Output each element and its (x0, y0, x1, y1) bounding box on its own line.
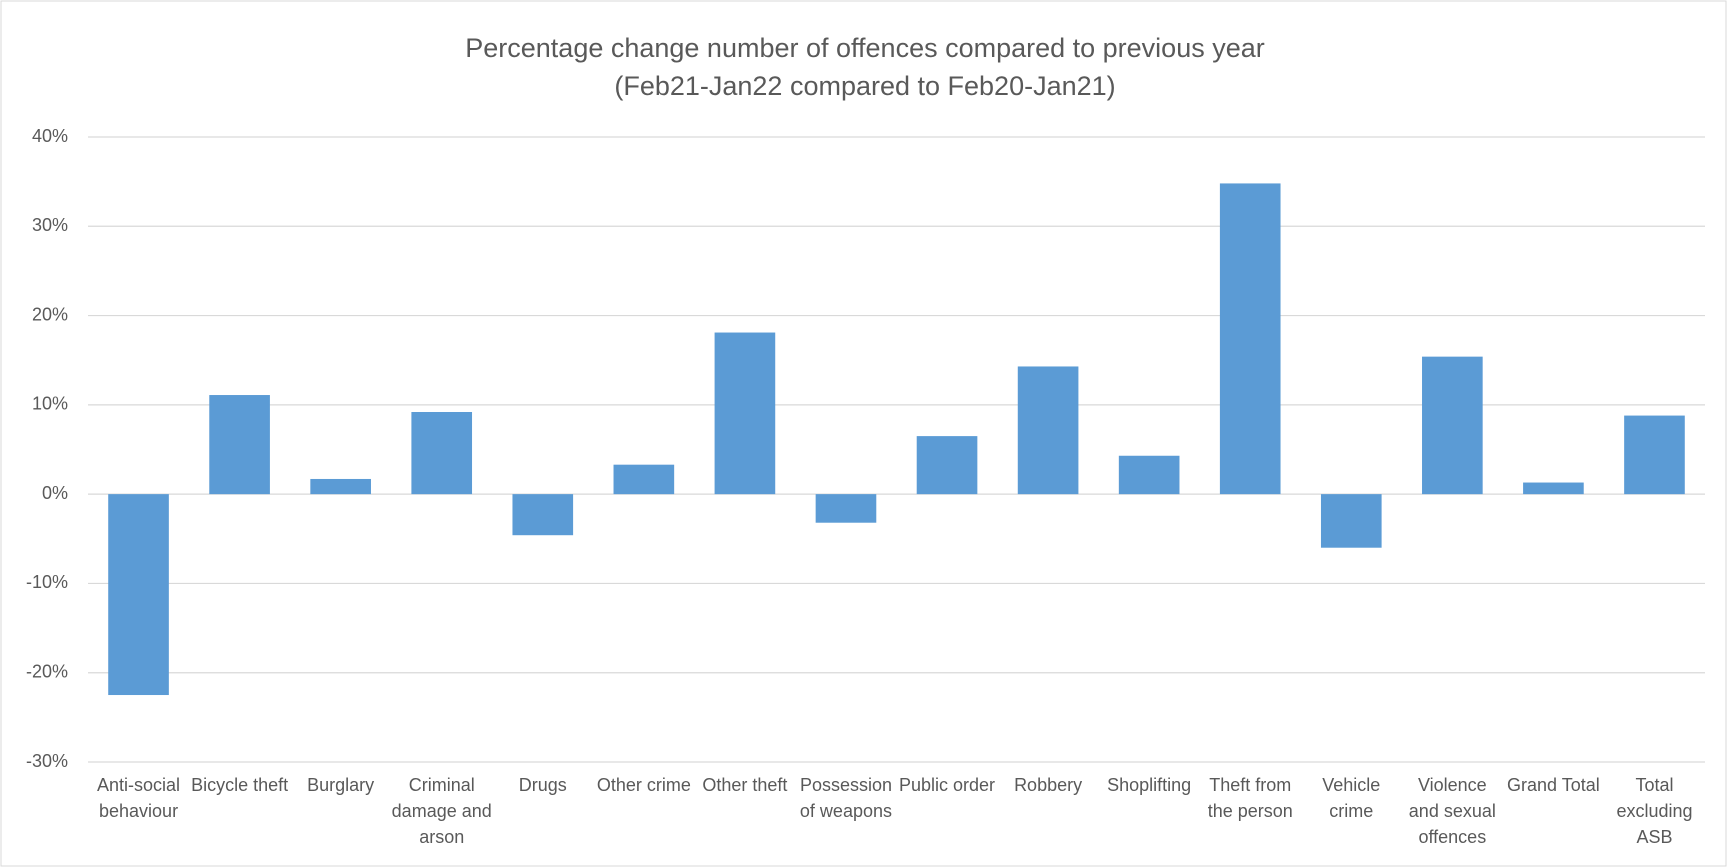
x-tick-label: Other theft (702, 775, 788, 795)
y-tick-label: 0% (42, 483, 68, 503)
bar (1523, 482, 1584, 495)
y-tick-label: 40% (32, 126, 68, 146)
x-tick-label: Theft from the person (1207, 775, 1293, 821)
x-tick-label: Possession of weapons (799, 775, 892, 821)
x-tick-label: Robbery (1014, 775, 1083, 795)
bar (1017, 366, 1079, 495)
bar (916, 436, 978, 495)
bar (613, 464, 675, 495)
y-tick-label: -10% (26, 572, 68, 592)
bar (411, 412, 473, 495)
bar (209, 395, 270, 495)
x-tick-label: Other crime (596, 775, 691, 795)
bar (310, 478, 371, 495)
x-tick-label: Shoplifting (1107, 775, 1192, 795)
chart-subtitle: (Feb21-Jan22 compared to Feb20-Jan21) (614, 71, 1115, 101)
bar (512, 494, 574, 536)
x-tick-label: Burglary (307, 775, 375, 795)
bar (815, 494, 877, 523)
x-tick-label: Grand Total (1507, 775, 1600, 795)
bar (108, 494, 169, 696)
x-tick-label: Criminal damage and arson (391, 775, 492, 847)
bar (1320, 494, 1382, 548)
x-tick-label: Total excluding ASB (1616, 775, 1693, 847)
x-tick-label: Bicycle theft (191, 775, 289, 795)
y-tick-label: -20% (26, 661, 68, 681)
y-tick-label: 10% (32, 394, 68, 414)
bar (1118, 455, 1180, 495)
x-tick-label: Drugs (518, 775, 567, 795)
bar (714, 332, 776, 495)
bar (1219, 183, 1281, 495)
bar (1624, 415, 1685, 495)
y-tick-label: 20% (32, 304, 68, 324)
bar (1422, 356, 1483, 495)
chart-title: Percentage change number of offences com… (465, 33, 1265, 63)
y-tick-label: 30% (32, 215, 68, 235)
x-tick-label: Anti-social behaviour (97, 775, 181, 821)
x-tick-label: Public order (899, 775, 996, 795)
y-tick-label: -30% (26, 751, 68, 771)
x-tick-label: Vehicle crime (1322, 775, 1381, 821)
x-tick-label: Violence and sexual offences (1408, 775, 1496, 847)
